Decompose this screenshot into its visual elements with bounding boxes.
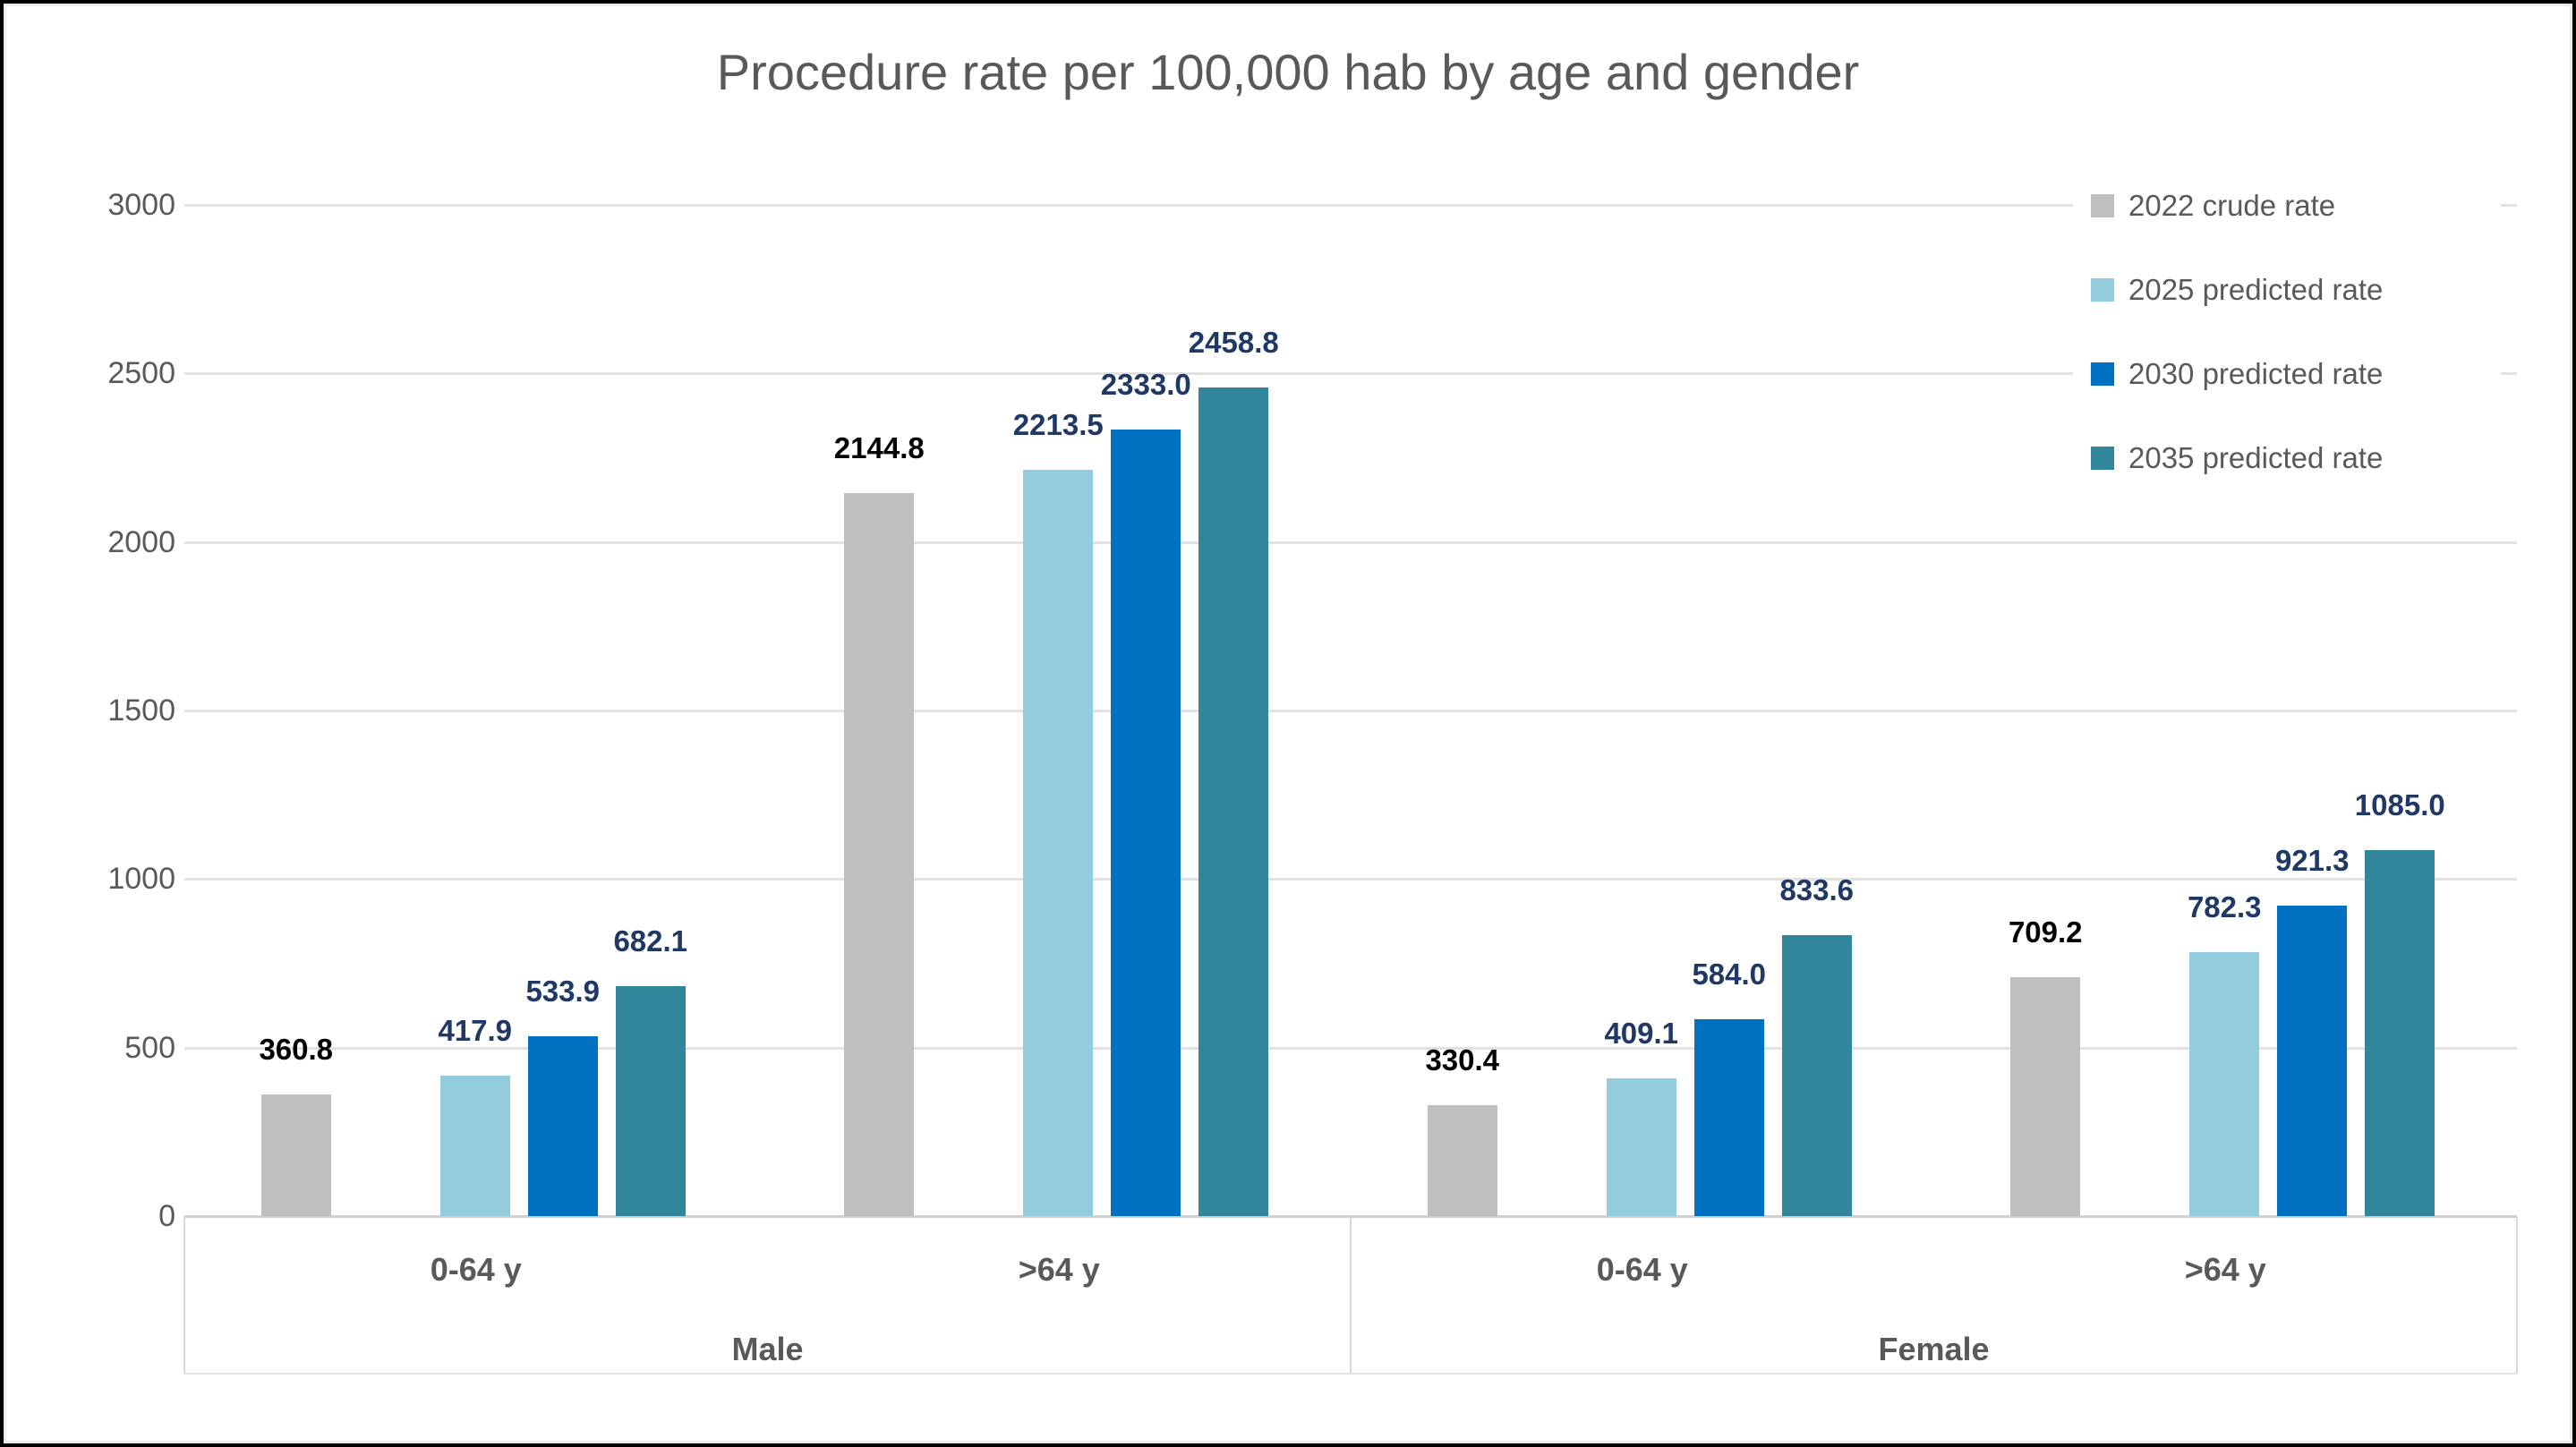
bar — [2365, 850, 2435, 1216]
bar-value-label: 782.3 — [2187, 890, 2262, 924]
bar-value-label: 833.6 — [1779, 873, 1855, 907]
bar-value-label: 2213.5 — [1012, 408, 1104, 442]
legend-label: 2035 predicted rate — [2128, 441, 2384, 474]
bar — [439, 1075, 510, 1216]
legend-swatch-icon — [2091, 194, 2114, 217]
chart-title: Procedure rate per 100,000 hab by age an… — [716, 44, 1860, 100]
bar — [1693, 1019, 1764, 1216]
age-group-label: 0-64 y — [1596, 1251, 1688, 1288]
y-axis-tick-label: 2000 — [107, 524, 175, 559]
legend-item: 2025 predicted rate — [2073, 272, 2501, 308]
bar — [260, 1094, 331, 1216]
gender-group-label: Male — [731, 1331, 804, 1367]
bar — [1111, 430, 1181, 1216]
gridline — [184, 204, 2517, 207]
y-axis-tick-label: 0 — [158, 1199, 175, 1233]
bar — [1606, 1077, 1676, 1216]
bar — [615, 986, 686, 1216]
bar-value-label: 2333.0 — [1100, 368, 1191, 402]
bar — [1023, 470, 1094, 1216]
legend-label: 2022 crude rate — [2128, 189, 2336, 222]
y-axis-tick-label: 1000 — [107, 862, 175, 897]
legend-label: 2025 predicted rate — [2128, 273, 2384, 306]
y-axis-tick-label: 3000 — [107, 188, 175, 222]
legend-label: 2030 predicted rate — [2128, 357, 2384, 390]
bar-value-label: 921.3 — [2274, 843, 2350, 877]
category-axis-bottom-line — [184, 1373, 2517, 1375]
chart-legend: 2022 crude rate 2025 predicted rate 2030 p… — [2073, 175, 2501, 498]
bar — [2010, 976, 2081, 1216]
legend-item: 2022 crude rate — [2073, 188, 2501, 224]
bar-value-label: 1085.0 — [2354, 788, 2445, 822]
bar — [2277, 905, 2348, 1216]
age-group-label: 0-64 y — [430, 1251, 522, 1288]
y-axis-tick-label: 1500 — [107, 694, 175, 728]
bar-value-label: 709.2 — [2008, 915, 2083, 949]
category-axis-divider — [183, 1216, 185, 1374]
legend-swatch-icon — [2091, 362, 2114, 386]
bar-value-label: 584.0 — [1692, 958, 1767, 992]
bar-value-label: 360.8 — [259, 1033, 334, 1067]
age-group-label: >64 y — [2184, 1251, 2266, 1288]
gridline — [184, 710, 2517, 712]
bar-value-label: 533.9 — [525, 974, 601, 1008]
bar-value-label: 2144.8 — [833, 431, 925, 465]
bar-value-label: 330.4 — [1425, 1043, 1500, 1077]
gender-group-label: Female — [1878, 1331, 1990, 1367]
category-axis-divider — [1350, 1216, 1352, 1374]
bar — [2189, 952, 2260, 1216]
bar-value-label: 2458.8 — [1188, 325, 1279, 359]
bar — [844, 493, 915, 1216]
legend-swatch-icon — [2091, 278, 2114, 302]
gridline — [184, 372, 2517, 376]
legend-item: 2030 predicted rate — [2073, 356, 2501, 392]
y-axis-tick-label: 500 — [124, 1030, 175, 1065]
y-axis-tick-label: 2500 — [107, 356, 175, 391]
legend-swatch-icon — [2091, 447, 2114, 470]
gridline — [184, 540, 2517, 544]
bar — [1427, 1104, 1497, 1216]
age-group-label: >64 y — [1018, 1251, 1100, 1288]
legend-item: 2035 predicted rate — [2073, 440, 2501, 476]
bar-value-label: 409.1 — [1604, 1016, 1679, 1050]
bar-value-label: 417.9 — [438, 1013, 513, 1047]
gridline — [184, 1046, 2517, 1050]
category-axis-divider — [2516, 1216, 2518, 1374]
bar — [1781, 935, 1852, 1216]
bar-value-label: 682.1 — [613, 924, 688, 958]
gridline — [184, 878, 2517, 881]
bar — [1198, 387, 1269, 1216]
bar — [527, 1035, 598, 1216]
